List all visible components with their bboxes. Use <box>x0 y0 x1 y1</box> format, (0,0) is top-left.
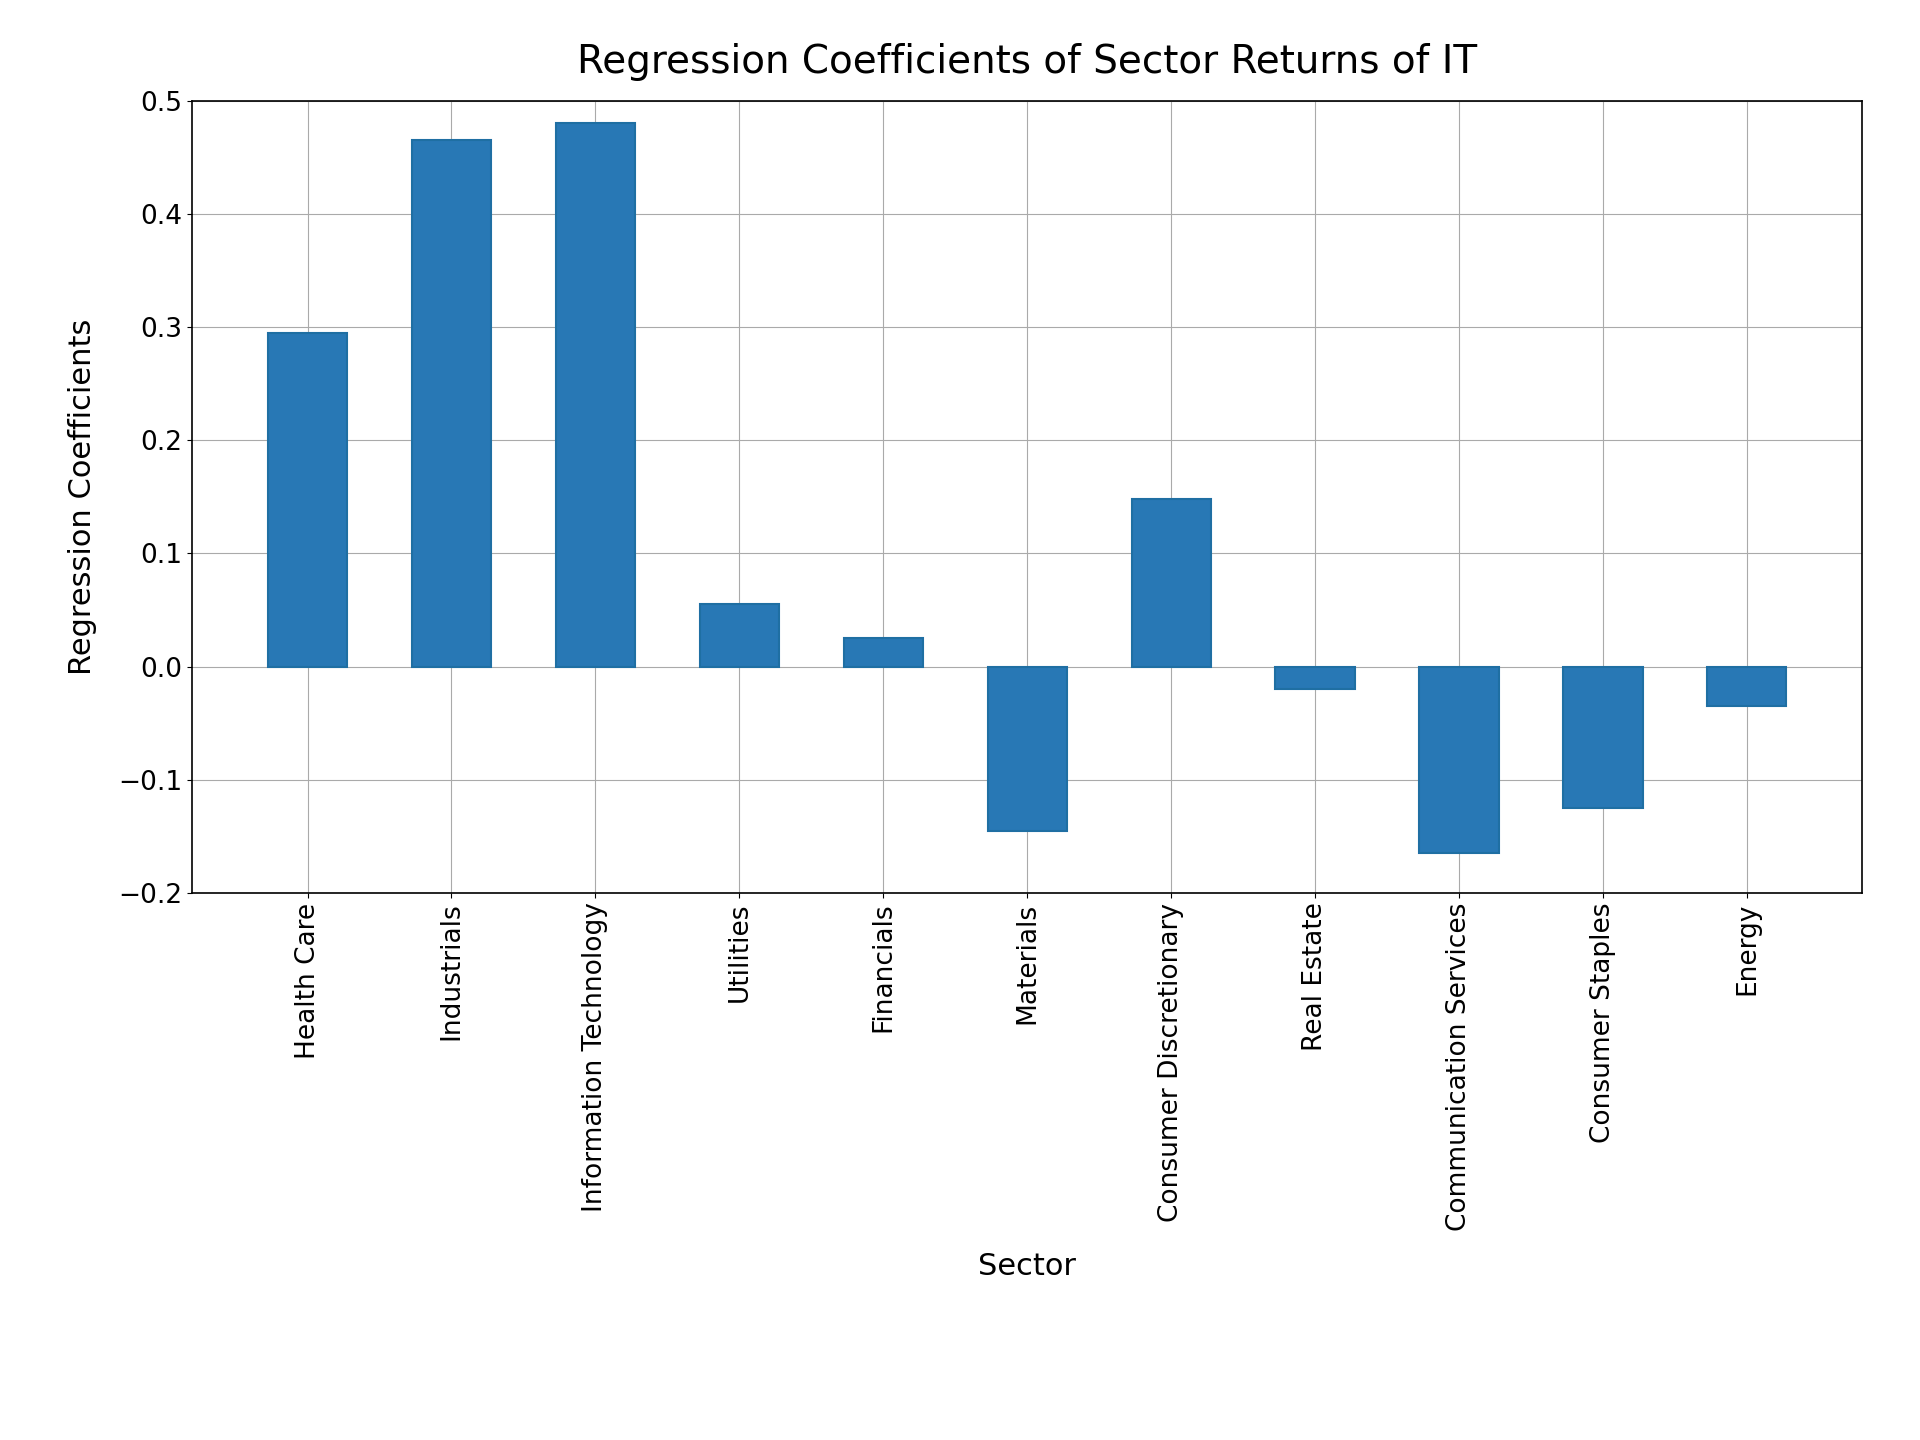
Title: Regression Coefficients of Sector Returns of IT: Regression Coefficients of Sector Return… <box>578 43 1476 81</box>
Bar <box>1275 667 1356 690</box>
Bar <box>413 140 492 667</box>
X-axis label: Sector: Sector <box>977 1251 1077 1280</box>
Bar <box>843 638 924 667</box>
Bar <box>1419 667 1500 852</box>
Bar <box>555 124 636 667</box>
Bar <box>1707 667 1786 706</box>
Bar <box>699 605 780 667</box>
Bar <box>1131 500 1212 667</box>
Y-axis label: Regression Coefficients: Regression Coefficients <box>69 318 98 675</box>
Bar <box>269 333 348 667</box>
Bar <box>987 667 1068 831</box>
Bar <box>1563 667 1642 808</box>
